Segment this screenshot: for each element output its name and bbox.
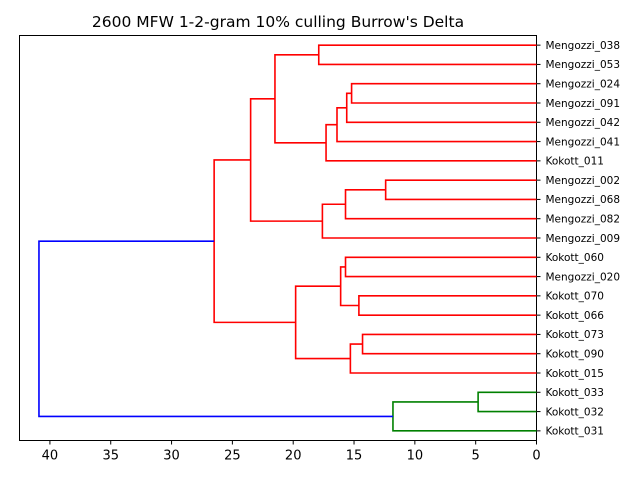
x-tick-label: 30 (163, 449, 180, 464)
x-tick-label: 35 (102, 449, 119, 464)
leaf-label: Mengozzi_038 (546, 40, 621, 52)
dendrogram-link-20 (38, 240, 393, 418)
dendrogram-link-4 (336, 107, 537, 143)
dendrogram-link-6 (274, 53, 327, 144)
dendrogram-link-9 (321, 203, 537, 239)
leaf-label: Mengozzi_053 (546, 59, 621, 71)
leaf-label: Kokott_070 (546, 291, 604, 303)
x-tick-label: 25 (224, 449, 241, 464)
chart-title: 2600 MFW 1-2-gram 10% culling Burrow's D… (92, 13, 464, 31)
leaf-label: Kokott_066 (546, 310, 605, 322)
leaf-labels: Mengozzi_038 Mengozzi_053 Mengozzi_024 Meng… (536, 40, 621, 438)
leaf-label: Mengozzi_068 (546, 194, 621, 206)
dendrogram-links (38, 44, 537, 432)
leaf-label: Kokott_032 (546, 406, 604, 418)
leaf-label: Mengozzi_042 (546, 117, 621, 129)
dendrogram-link-7 (384, 179, 537, 201)
leaf-label: Kokott_031 (546, 426, 604, 438)
leaf-label: Kokott_090 (546, 349, 604, 361)
x-tick-label: 20 (285, 449, 302, 464)
x-tick-label: 5 (472, 449, 480, 464)
dendrogram-link-1 (317, 44, 537, 66)
leaf-label: Kokott_060 (546, 252, 604, 264)
leaf-label: Mengozzi_020 (546, 271, 621, 283)
leaf-label: Mengozzi_024 (546, 79, 621, 91)
dendrogram-link-3 (345, 92, 537, 124)
leaf-label: Kokott_073 (546, 329, 604, 341)
dendrogram-link-19 (392, 401, 537, 432)
leaf-label: Mengozzi_009 (546, 233, 621, 245)
leaf-label: Mengozzi_002 (546, 175, 621, 187)
dendrogram-link-11 (344, 256, 537, 278)
x-tick-label: 15 (346, 449, 363, 464)
dendrogram-link-2 (350, 82, 537, 104)
leaf-label: Kokott_015 (546, 368, 604, 380)
dendrogram-link-8 (344, 188, 537, 220)
leaf-label: Kokott_011 (546, 156, 604, 168)
leaf-label: Mengozzi_082 (546, 214, 621, 226)
dendrogram-link-18 (477, 391, 537, 413)
dendrogram-link-10 (249, 97, 323, 222)
x-tick-label: 10 (407, 449, 424, 464)
dendrogram-link-17 (213, 159, 296, 324)
dendrogram-link-14 (361, 333, 537, 355)
dendrogram-link-13 (339, 266, 359, 307)
leaf-label: Kokott_033 (546, 387, 604, 399)
x-tick-label: 0 (532, 449, 540, 464)
x-tick-label: 40 (42, 449, 59, 464)
dendrogram-link-15 (349, 343, 537, 374)
dendrogram-link-16 (294, 285, 351, 360)
leaf-label: Mengozzi_041 (546, 136, 621, 148)
x-axis: 40 35 30 25 20 15 10 5 0 (42, 440, 541, 464)
leaf-label: Mengozzi_091 (546, 98, 621, 110)
dendrogram-link-12 (358, 295, 537, 316)
dendrogram-link-5 (325, 123, 537, 162)
